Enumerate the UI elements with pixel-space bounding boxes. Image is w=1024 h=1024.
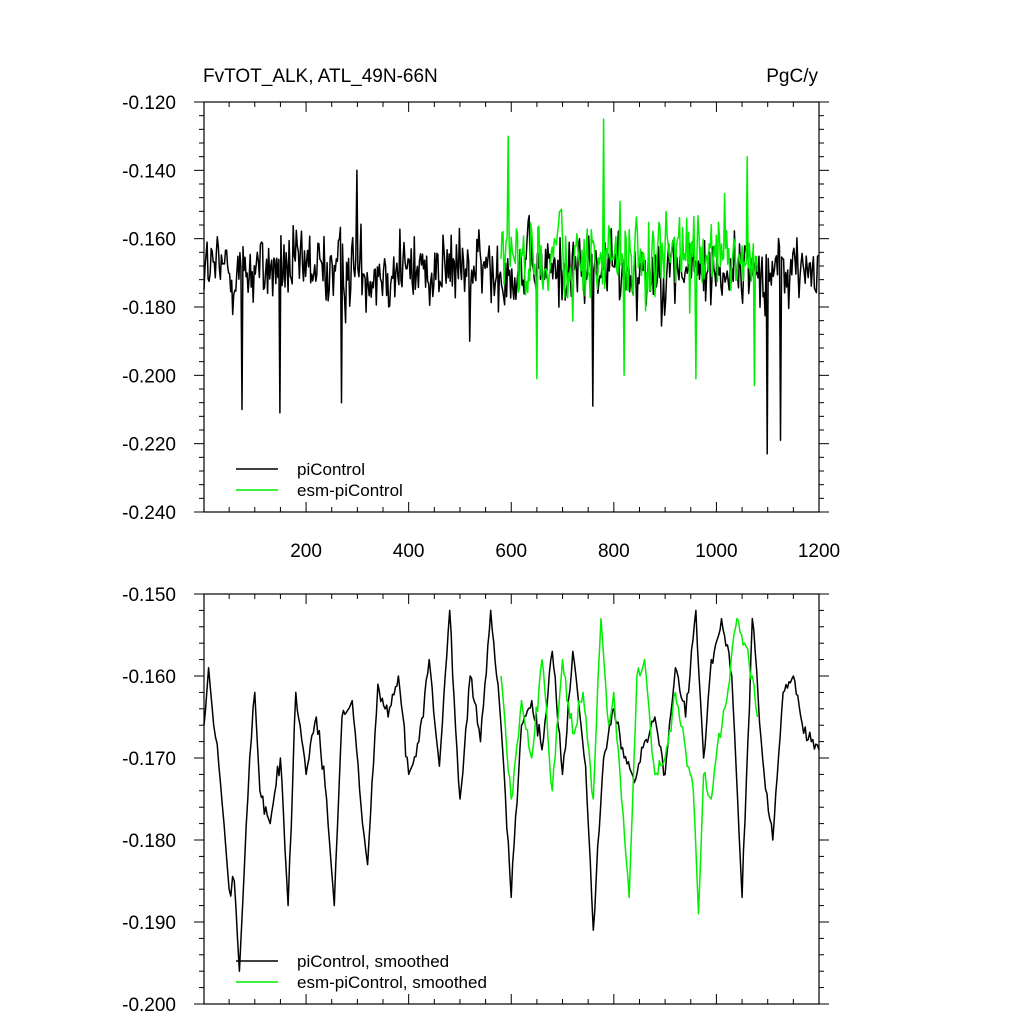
bottom-panel-legend: piControl, smoothed esm-piControl, smoot… — [236, 952, 487, 992]
y-tick-label: -0.150 — [122, 585, 176, 606]
x-tick-label: 1200 — [798, 541, 840, 562]
bottom-panel-y-tick-labels: -0.150 -0.160 -0.170 -0.180 -0.190 -0.200 — [122, 585, 176, 1016]
x-tick-label: 1000 — [695, 541, 737, 562]
y-tick-label: -0.160 — [122, 667, 176, 688]
y-tick-label: -0.120 — [122, 93, 176, 114]
top-panel-ticks — [194, 101, 829, 513]
top-panel-x-tick-labels: 200 400 600 800 1000 1200 — [290, 541, 840, 562]
bottom-panel-ticks — [194, 593, 829, 1005]
y-tick-label: -0.200 — [122, 366, 176, 387]
x-tick-label: 800 — [598, 541, 630, 562]
y-tick-label: -0.180 — [122, 831, 176, 852]
legend-label-esm-picontrol-smoothed: esm-piControl, smoothed — [297, 973, 487, 992]
legend-label-esm-picontrol: esm-piControl — [297, 481, 403, 500]
top-panel-y-tick-labels: -0.120 -0.140 -0.160 -0.180 -0.200 -0.220 -0.2… — [122, 93, 176, 524]
series-line-esm-picontrol — [500, 118, 759, 387]
series-line-picontrol — [203, 169, 820, 455]
top-panel: -0.120 -0.140 -0.160 -0.180 -0.200 -0.220 -0.2… — [122, 93, 840, 562]
y-tick-label: -0.190 — [122, 913, 176, 934]
series-line-esm-picontrol-smoothed — [500, 617, 759, 915]
y-tick-label: -0.180 — [122, 298, 176, 319]
y-tick-label: -0.240 — [122, 503, 176, 524]
bottom-panel-frame — [203, 593, 820, 1005]
units-label: PgC/y — [766, 66, 818, 87]
y-tick-label: -0.160 — [122, 230, 176, 251]
y-tick-label: -0.140 — [122, 161, 176, 182]
top-panel-frame — [203, 101, 820, 513]
chart-title: FvTOT_ALK, ATL_49N-66N — [203, 66, 438, 87]
bottom-panel-series — [203, 609, 820, 972]
legend-label-picontrol-smoothed: piControl, smoothed — [297, 952, 449, 971]
y-tick-label: -0.220 — [122, 435, 176, 456]
series-line-picontrol-smoothed — [203, 609, 820, 972]
x-tick-label: 200 — [290, 541, 322, 562]
y-tick-label: -0.200 — [122, 995, 176, 1016]
top-panel-series — [203, 118, 820, 455]
top-panel-legend: piControl esm-piControl — [236, 460, 403, 500]
y-tick-label: -0.170 — [122, 749, 176, 770]
legend-label-picontrol: piControl — [297, 460, 365, 479]
x-tick-label: 400 — [393, 541, 425, 562]
bottom-panel: -0.150 -0.160 -0.170 -0.180 -0.190 -0.200 piC… — [122, 585, 829, 1016]
x-tick-label: 600 — [495, 541, 527, 562]
